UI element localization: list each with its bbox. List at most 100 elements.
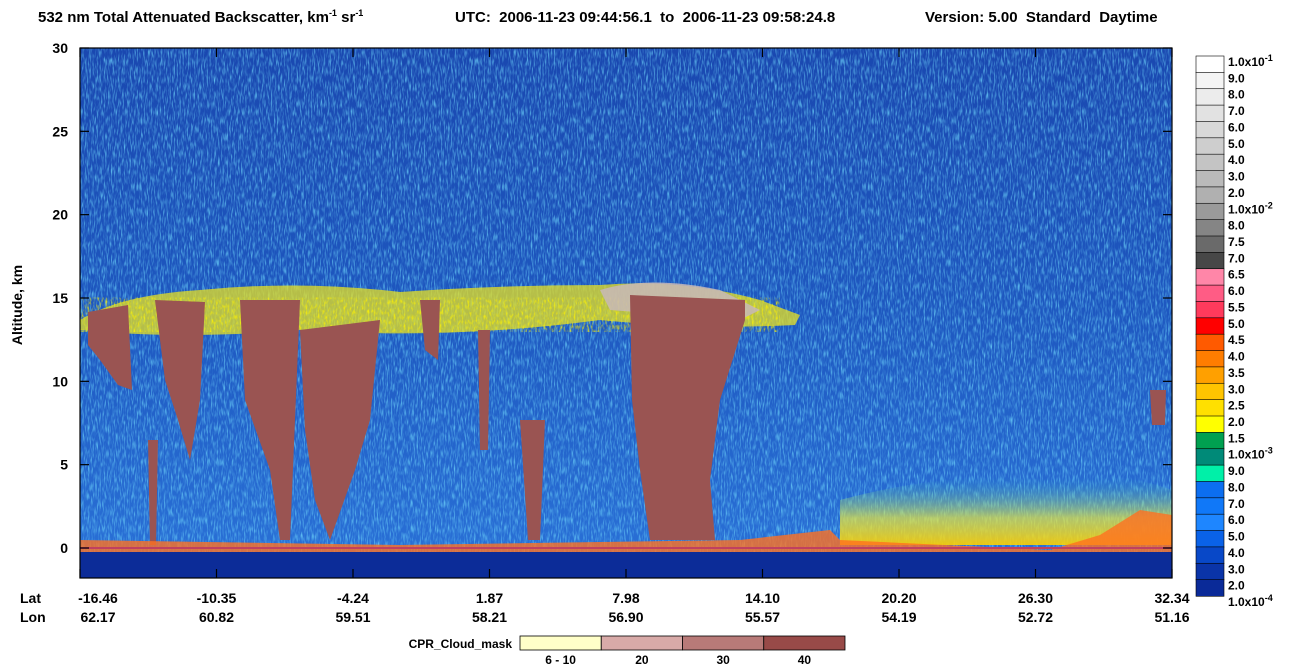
colorbar-label: 3.5 [1228, 366, 1245, 380]
colorbar-bin [1195, 301, 1225, 319]
colorbar-label-base: 1.0x10 [1228, 595, 1265, 609]
colorbar-label: 1.0x10-2 [1228, 200, 1273, 216]
colorbar-label: 5.5 [1228, 300, 1245, 314]
cloud-mask-shape [155, 300, 205, 460]
colorbar-label: 6.0 [1228, 120, 1245, 134]
colorbar-label-base: 1.0x10 [1228, 448, 1265, 462]
colorbar-bin [1195, 55, 1225, 73]
colorbar-bin [1195, 382, 1225, 401]
x-tick-label: -4.24 [337, 590, 369, 606]
colorbar-bin [1195, 88, 1225, 106]
y-tick-label: 0 [60, 540, 68, 556]
colorbar-bin [1195, 481, 1225, 499]
x-tick-label: 60.82 [199, 609, 234, 625]
cpr-legend-title: CPR_Cloud_mask [409, 637, 513, 651]
colorbar-label: 4.0 [1228, 153, 1245, 167]
colorbar-label: 6.5 [1228, 268, 1245, 282]
cloud-mask-shape [1150, 390, 1166, 425]
title-part: -1 [329, 8, 337, 18]
colorbar-label-exp: -4 [1265, 593, 1273, 603]
colorbar-label: 8.0 [1228, 480, 1245, 494]
colorbar-bin [1195, 513, 1225, 532]
x-tick-label: 32.34 [1154, 590, 1189, 606]
colorbar-bin [1195, 202, 1225, 221]
colorbar-label: 5.0 [1228, 317, 1245, 331]
colorbar-label-base: 1.0x10 [1228, 55, 1265, 69]
x-row-label: Lon [20, 609, 46, 625]
x-tick-label: 62.17 [80, 609, 115, 625]
colorbar-label-exp: -1 [1265, 53, 1273, 63]
aerosol-layer [840, 476, 1172, 545]
colorbar-label: 6.0 [1228, 284, 1245, 298]
backscatter-image [80, 48, 1172, 578]
colorbar-bin [1195, 497, 1225, 515]
colorbar-label: 9.0 [1228, 71, 1245, 85]
y-tick-label: 25 [52, 123, 68, 139]
colorbar-label: 7.0 [1228, 251, 1245, 265]
cloud-mask-shape [88, 305, 132, 390]
colorbar-label: 1.5 [1228, 431, 1245, 445]
colorbar-label: 3.0 [1228, 562, 1245, 576]
x-tick-label: 55.57 [745, 609, 780, 625]
title-part: UTC: 2006-11-23 09:44:56.1 to 2006-11-23… [455, 9, 835, 26]
cloud-mask-shape [478, 330, 490, 450]
y-tick-label: 15 [52, 290, 68, 306]
colorbar-label: 1.0x10-4 [1228, 593, 1273, 609]
title-part: Version: 5.00 Standard Daytime [925, 9, 1158, 26]
x-tick-label: 20.20 [881, 590, 916, 606]
colorbar-label: 1.0x10-1 [1228, 53, 1273, 69]
cpr-legend-swatch [600, 635, 683, 651]
colorbar-bin [1195, 530, 1225, 548]
colorbar-label-base: 1.0x10 [1228, 202, 1265, 216]
cloud-mask [88, 295, 1166, 545]
cpr-legend-label: 20 [635, 653, 649, 667]
y-axis-label: Altitude, km [9, 265, 25, 345]
colorbar-bin [1195, 464, 1225, 483]
x-tick-label: 56.90 [608, 609, 643, 625]
colorbar-label: 5.0 [1228, 137, 1245, 151]
colorbar-bin [1195, 432, 1225, 450]
title-part: -1 [355, 8, 363, 18]
title-part: sr [337, 9, 356, 26]
colorbar-bin [1195, 579, 1225, 597]
colorbar-bin [1195, 268, 1225, 286]
colorbar-bin [1195, 252, 1225, 270]
colorbar-label: 2.0 [1228, 186, 1245, 200]
colorbar-label: 5.0 [1228, 530, 1245, 544]
colorbar-label-exp: -3 [1265, 446, 1273, 456]
colorbar-label: 8.0 [1228, 88, 1245, 102]
colorbar-bin [1195, 350, 1225, 368]
x-tick-label: 51.16 [1154, 609, 1189, 625]
y-tick-label: 30 [52, 40, 68, 56]
cloud-mask-shape [240, 300, 300, 540]
colorbar-bin [1195, 235, 1225, 253]
colorbar-bin [1195, 137, 1225, 155]
x-tick-label: -16.46 [78, 590, 118, 606]
colorbar-bin [1195, 186, 1225, 204]
colorbar-label: 4.0 [1228, 350, 1245, 364]
cpr-legend-label: 6 - 10 [545, 653, 576, 667]
cloud-mask-shape [420, 300, 440, 360]
colorbar-label: 3.0 [1228, 382, 1245, 396]
colorbar-label: 8.0 [1228, 219, 1245, 233]
colorbar-label: 3.0 [1228, 170, 1245, 184]
colorbar-bin [1195, 121, 1225, 139]
colorbar-label: 4.0 [1228, 546, 1245, 560]
colorbar-label: 1.0x10-3 [1228, 446, 1273, 462]
x-tick-label: 58.21 [472, 609, 507, 625]
cloud-mask-shape [630, 295, 745, 540]
colorbar-label: 4.5 [1228, 333, 1245, 347]
cpr-legend-swatch [519, 635, 602, 651]
x-tick-label: 26.30 [1018, 590, 1053, 606]
x-tick-label: 52.72 [1018, 609, 1053, 625]
colorbar-bin [1195, 153, 1225, 172]
colorbar-bin [1195, 170, 1225, 188]
y-tick-label: 10 [52, 373, 68, 389]
x-tick-label: 14.10 [745, 590, 780, 606]
cloud-mask-shape [148, 440, 158, 545]
colorbar-label: 7.0 [1228, 497, 1245, 511]
cpr-legend-label: 40 [798, 653, 812, 667]
colorbar-bin [1195, 562, 1225, 581]
colorbar-bin [1195, 317, 1225, 335]
x-tick-label: 7.98 [612, 590, 639, 606]
